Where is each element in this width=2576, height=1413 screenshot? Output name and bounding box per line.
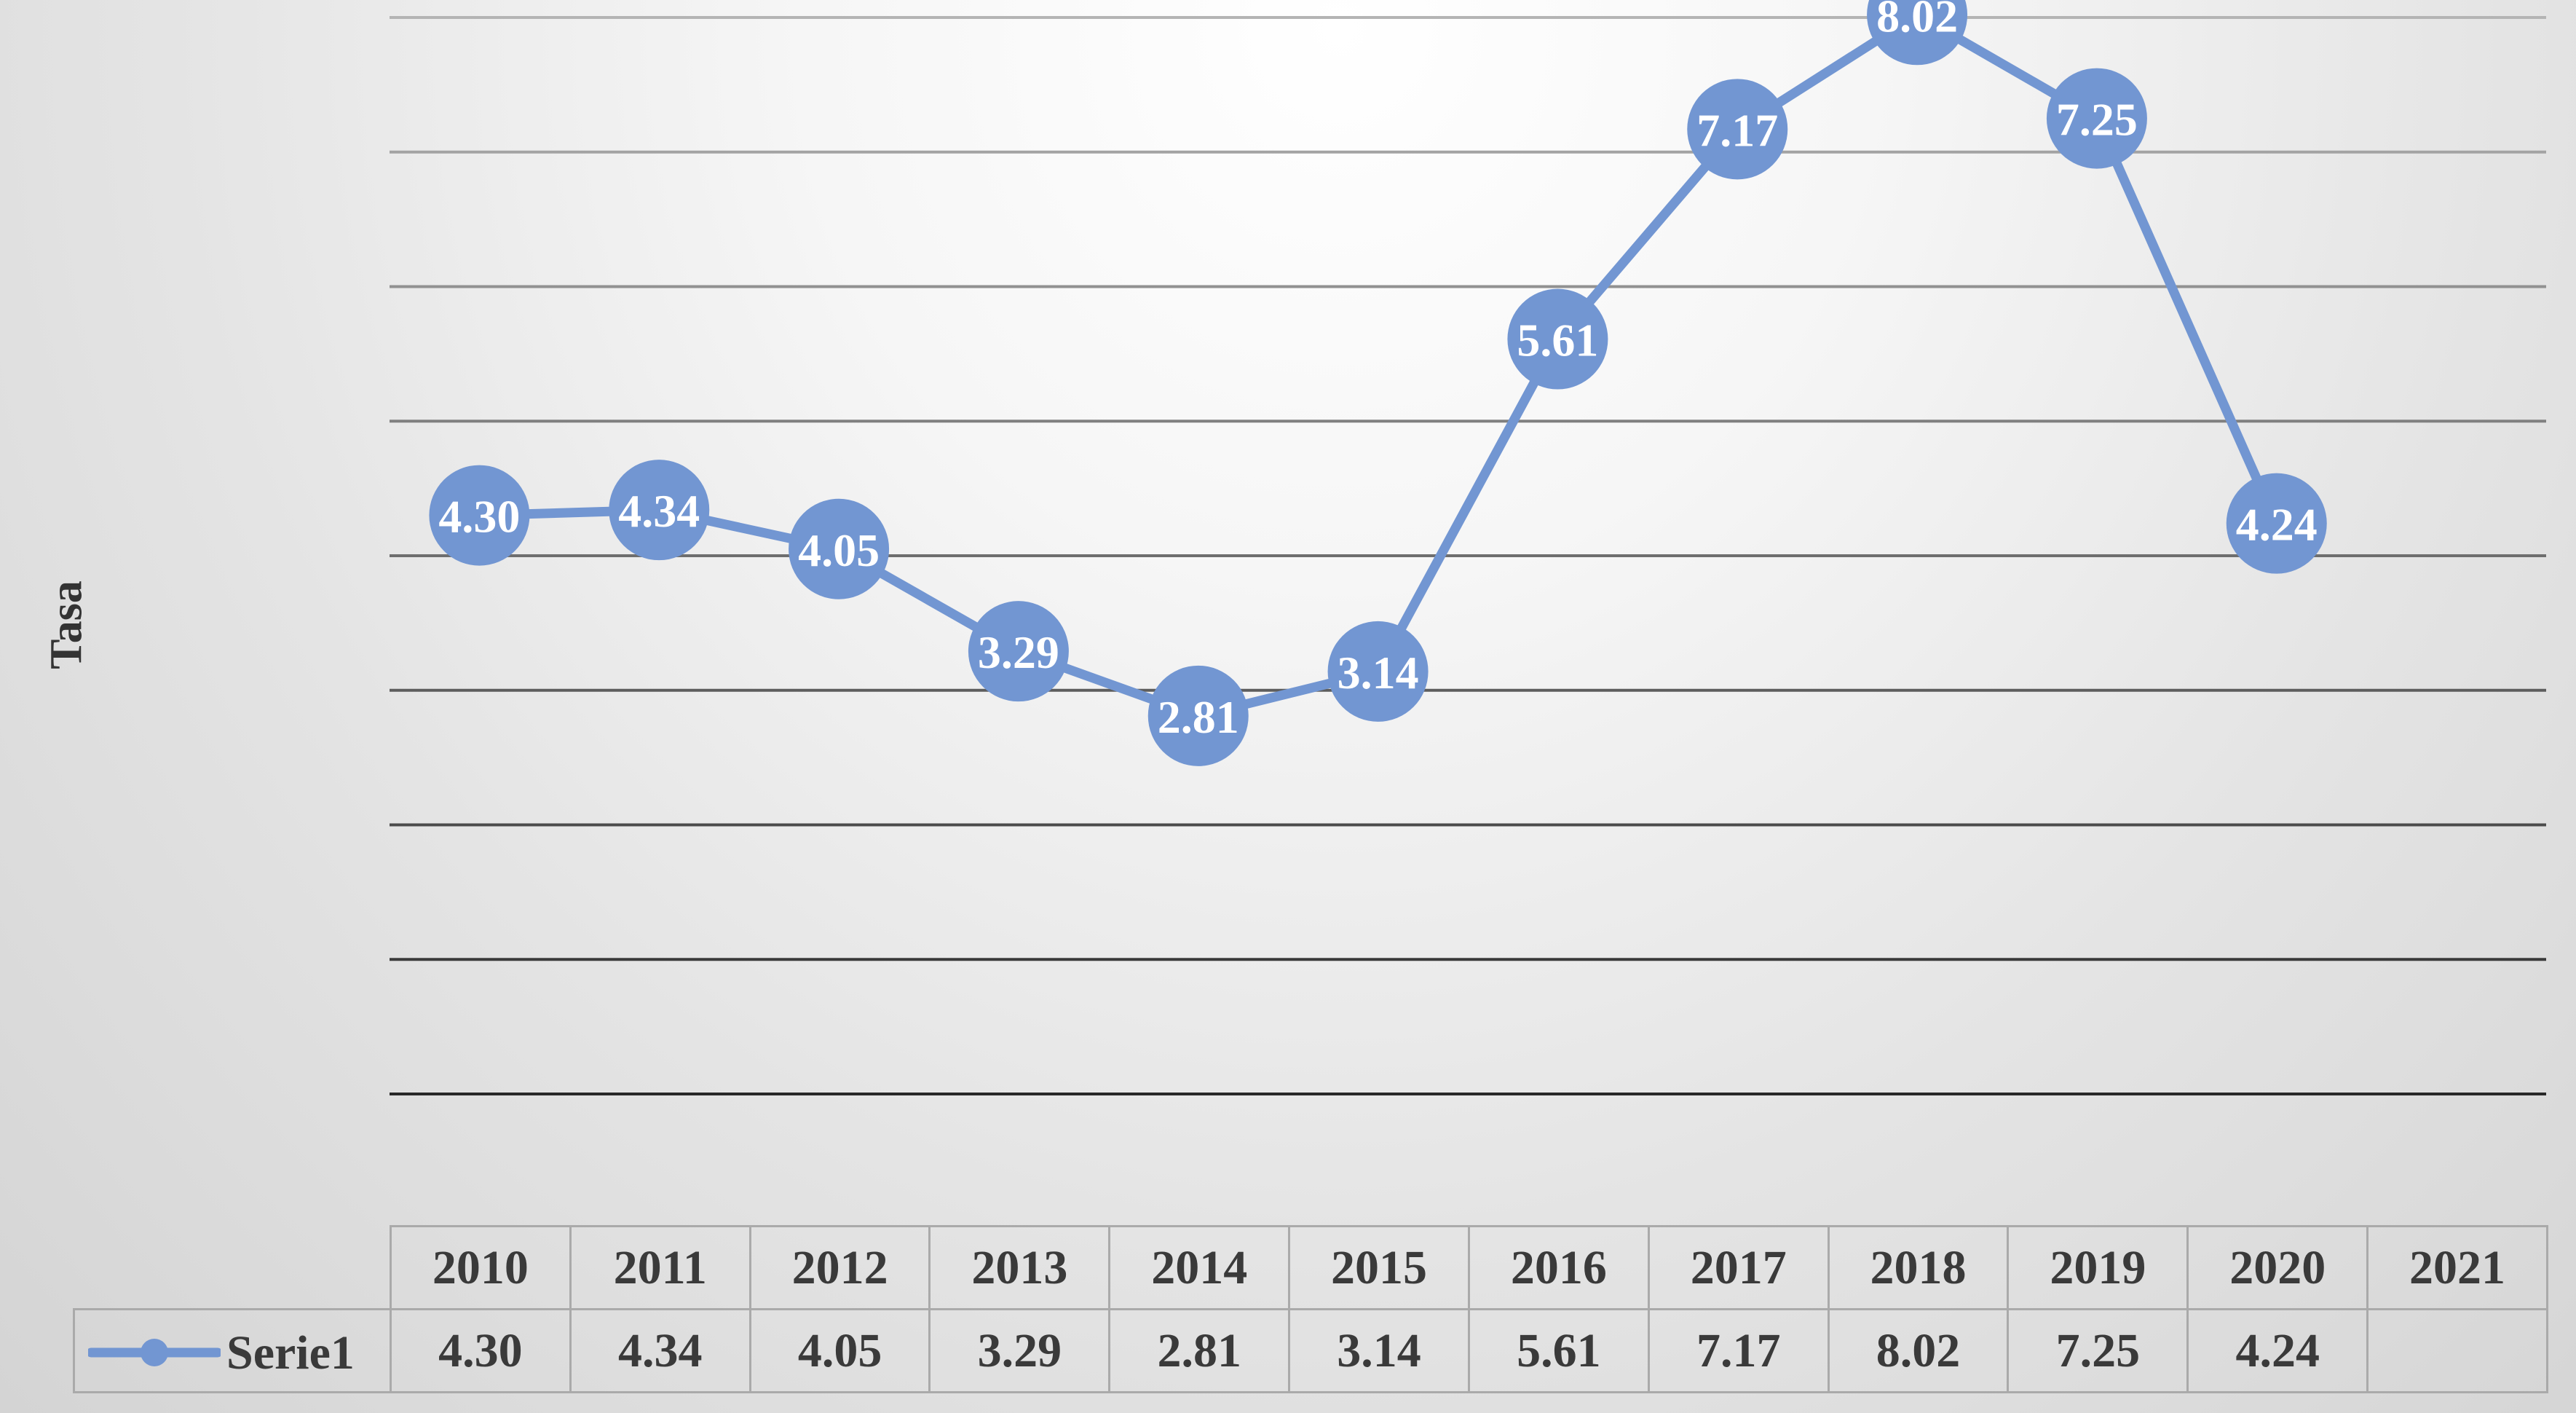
data-label: 4.24 [2236, 499, 2318, 551]
data-point [1327, 621, 1429, 722]
data-point [2046, 68, 2147, 169]
x-tick-label: 2012 [748, 1225, 931, 1310]
data-label: 7.17 [1696, 104, 1778, 156]
data-label: 3.29 [978, 626, 1059, 678]
table-cell: 3.29 [928, 1308, 1111, 1393]
data-point [1147, 665, 1249, 766]
x-tick-label: 2016 [1467, 1225, 1650, 1310]
data-point [429, 465, 530, 566]
table-cell: 4.24 [2186, 1308, 2369, 1393]
table-cell: 4.34 [569, 1308, 751, 1393]
x-tick-label: 2014 [1108, 1225, 1291, 1310]
table-cell: 2.81 [1108, 1308, 1291, 1393]
data-label: 4.05 [798, 524, 880, 576]
data-label: 4.34 [618, 485, 700, 537]
data-table: 2010 2011 2012 2013 2014 2015 2016 2017 2018 2019… [73, 1225, 2548, 1393]
data-label: 2.81 [1158, 691, 1239, 743]
data-label: 8.02 [1876, 0, 1958, 42]
data-label: 5.61 [1517, 315, 1598, 366]
x-tick-label: 2011 [569, 1225, 751, 1310]
table-cell [2366, 1308, 2548, 1393]
series-line [474, 9, 2282, 721]
x-tick-label: 2015 [1288, 1225, 1470, 1310]
y-axis-label: Tasa [42, 580, 92, 669]
table-cell: 8.02 [1827, 1308, 2010, 1393]
table-cell: 3.14 [1288, 1308, 1470, 1393]
data-label: 3.14 [1338, 647, 1419, 698]
table-cell: 4.30 [390, 1308, 572, 1393]
data-point [2226, 473, 2327, 574]
table-row: Serie1 4.30 4.34 4.05 3.29 2.81 3.14 5.61 7.17 8.… [73, 1308, 2548, 1393]
table-cell: 7.25 [2007, 1308, 2189, 1393]
table-cell: 4.05 [748, 1308, 931, 1393]
data-label: 7.25 [2056, 94, 2138, 146]
x-tick-label: 2019 [2007, 1225, 2189, 1310]
x-tick-label: 2017 [1647, 1225, 1830, 1310]
data-point [968, 601, 1069, 702]
table-cell: 5.61 [1467, 1308, 1650, 1393]
x-tick-label: 2010 [390, 1225, 572, 1310]
x-tick-label: 2013 [928, 1225, 1111, 1310]
table-cell: 7.17 [1647, 1308, 1830, 1393]
data-point [1687, 79, 1788, 180]
data-point [609, 460, 710, 561]
legend-entry: Serie1 [73, 1308, 392, 1393]
data-point [1867, 0, 1968, 66]
x-tick-label: 2018 [1827, 1225, 2010, 1310]
data-point [789, 498, 890, 599]
x-tick-label: 2021 [2366, 1225, 2548, 1310]
x-tick-label: 2020 [2186, 1225, 2369, 1310]
legend-key-icon [88, 1339, 221, 1367]
data-point [1507, 288, 1608, 390]
series-name: Serie1 [226, 1326, 355, 1379]
table-header-row: 2010 2011 2012 2013 2014 2015 2016 2017 2018 2019… [74, 1225, 2548, 1310]
data-label: 4.30 [438, 491, 520, 543]
table-corner [74, 1226, 392, 1310]
